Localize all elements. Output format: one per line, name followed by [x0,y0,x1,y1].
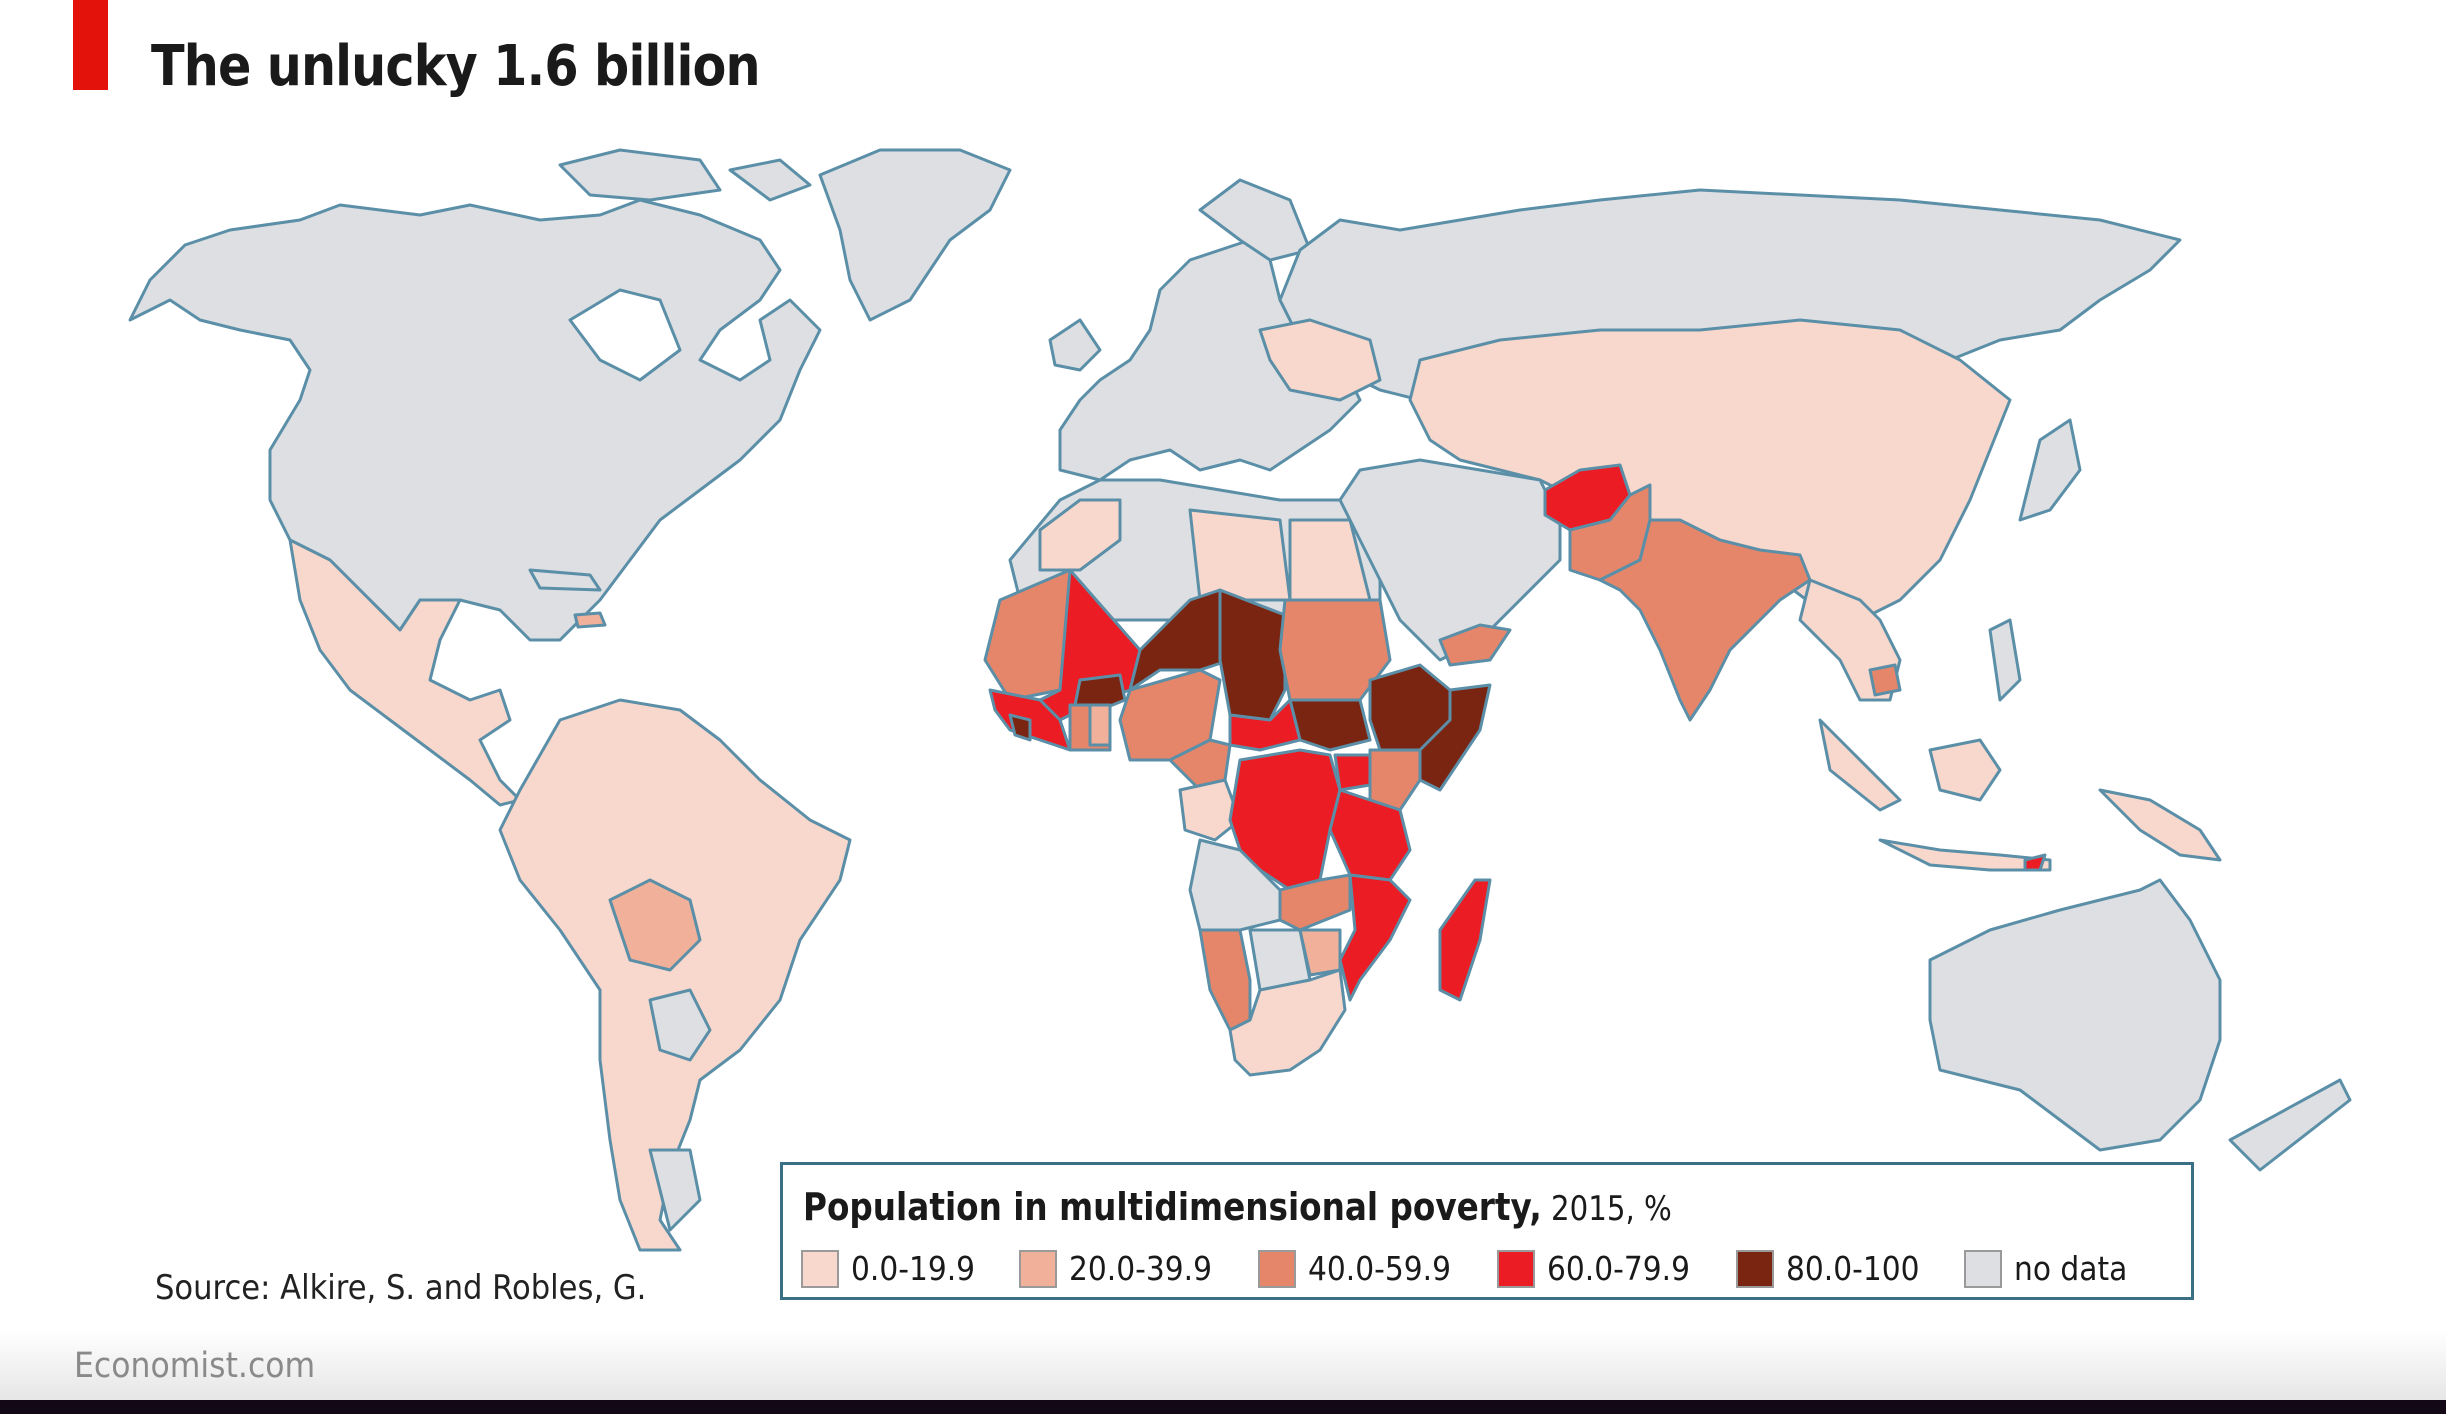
legend-swatch-0-19 [801,1249,839,1288]
legend-swatch-60-79 [1496,1249,1535,1288]
region-gabon-congo [1178,778,1242,842]
source-note: Source: Alkire, S. and Robles, G. [155,1268,647,1308]
legend-swatch-20-39 [1018,1249,1057,1288]
legend-label: 20.0-39.9 [1068,1249,1212,1288]
region-bolivia [608,878,702,972]
legend-label: 60.0-79.9 [1546,1249,1690,1288]
region-south-america [498,698,852,1252]
region-madagascar [1438,878,1492,1002]
region-somalia [1418,683,1492,792]
region-uganda [1333,753,1372,792]
legend-item: 40.0-59.9 [1257,1249,1467,1288]
region-yemen [1438,623,1512,667]
legend-item: 20.0-39.9 [1018,1249,1228,1288]
accent-bar [73,0,108,90]
region-burkina-faso [1073,673,1127,712]
region-mexico [288,538,522,807]
legend-title: Population in multidimensional poverty, … [803,1185,1672,1229]
region-cambodia [1868,663,1902,697]
legend: Population in multidimensional poverty, … [780,1162,2194,1300]
region-south-africa [1228,968,1347,1077]
region-mauritania [983,568,1072,702]
legend-item: 80.0-100 [1735,1249,1934,1288]
region-niger [1128,588,1232,692]
region-namibia [1198,928,1252,1032]
legend-swatch-40-59 [1257,1249,1296,1288]
region-timor-leste [2023,853,2047,872]
legend-item: 0.0-19.9 [801,1249,989,1288]
region-india [1598,518,1812,722]
legend-items: 0.0-19.9 20.0-39.9 40.0-59.9 60.0-79.9 8… [801,1249,2170,1288]
legend-swatch-no-data [1963,1249,2002,1288]
region-greenland [818,148,1012,322]
legend-swatch-80-100 [1735,1249,1774,1288]
chart-title: The unlucky 1.6 billion [151,34,761,99]
legend-item: 60.0-79.9 [1496,1249,1706,1288]
region-north-america [128,198,822,642]
legend-label: no data [2013,1249,2128,1288]
footer-fade [0,1330,2446,1400]
region-tanzania [1328,788,1412,882]
legend-item: no data [1963,1249,2140,1288]
region-south-sudan [1288,698,1372,752]
brand-link[interactable]: Economist.com [74,1346,316,1386]
region-australia [1928,878,2222,1152]
region-indonesia [1878,838,2052,872]
legend-label: 0.0-19.9 [851,1249,976,1288]
region-mozambique [1338,873,1412,1002]
legend-title-unit: 2015, % [1541,1189,1672,1229]
legend-label: 80.0-100 [1785,1249,1920,1288]
legend-label: 40.0-59.9 [1307,1249,1451,1288]
region-png [2098,788,2222,862]
bottom-band [0,1400,2446,1414]
legend-title-text: Population in multidimensional poverty, [803,1185,1542,1229]
